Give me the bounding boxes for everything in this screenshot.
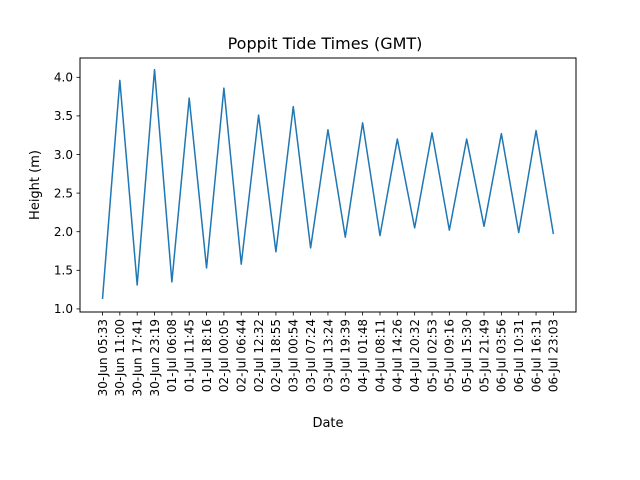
- y-tick-label: 2.5: [54, 186, 73, 200]
- x-axis-label: Date: [312, 416, 343, 431]
- x-tick-label: 04-Jul 20:32: [408, 319, 422, 392]
- x-tick-label: 05-Jul 15:30: [460, 319, 474, 392]
- x-tick-label: 05-Jul 02:53: [425, 319, 439, 392]
- y-tick-label: 1.0: [54, 302, 73, 316]
- x-tick-label: 06-Jul 03:56: [495, 319, 509, 392]
- y-tick-label: 3.5: [54, 109, 73, 123]
- x-tick-label: 30-Jun 17:41: [130, 319, 144, 396]
- x-tick-label: 03-Jul 07:24: [304, 319, 318, 392]
- tide-height-line: [101, 68, 555, 299]
- x-tick-label: 02-Jul 12:32: [252, 319, 266, 392]
- x-tick-label: 03-Jul 19:39: [339, 319, 353, 392]
- x-tick-label: 02-Jul 06:44: [235, 319, 249, 392]
- x-tick-label: 04-Jul 01:48: [356, 319, 370, 392]
- y-tick-label: 4.0: [54, 71, 73, 85]
- y-axis: 1.0 1.5 2.0 2.5 3.0 3.5 4.0: [54, 71, 80, 316]
- x-tick-label: 30-Jun 11:00: [113, 319, 127, 396]
- axes-frame: [79, 57, 577, 313]
- x-tick-label: 01-Jul 11:45: [183, 319, 197, 392]
- x-tick-label: 05-Jul 21:49: [477, 319, 491, 392]
- x-axis: 30-Jun 05:33 30-Jun 11:00 30-Jun 17:41 30-J…: [96, 312, 561, 396]
- x-tick-label: 30-Jun 23:19: [148, 319, 162, 396]
- x-tick-label: 03-Jul 13:24: [321, 319, 335, 392]
- x-tick-label: 04-Jul 08:11: [373, 319, 387, 392]
- y-axis-label: Height (m): [28, 150, 43, 220]
- chart-title: Poppit Tide Times (GMT): [228, 34, 423, 53]
- x-tick-label: 05-Jul 09:16: [443, 319, 457, 392]
- x-tick-label: 03-Jul 00:54: [287, 319, 301, 392]
- x-tick-label: 02-Jul 00:05: [217, 319, 231, 392]
- y-tick-label: 3.0: [54, 148, 73, 162]
- x-tick-label: 01-Jul 06:08: [165, 319, 179, 392]
- x-tick-label: 02-Jul 18:55: [269, 319, 283, 392]
- y-tick-label: 2.0: [54, 225, 73, 239]
- x-tick-label: 30-Jun 05:33: [96, 319, 110, 396]
- x-tick-label: 01-Jul 18:16: [200, 319, 214, 392]
- x-tick-label: 06-Jul 10:31: [512, 319, 526, 392]
- x-tick-label: 04-Jul 14:26: [391, 319, 405, 392]
- y-tick-label: 1.5: [54, 264, 73, 278]
- x-tick-label: 06-Jul 16:31: [529, 319, 543, 392]
- plot-area: [101, 68, 555, 299]
- x-tick-label: 06-Jul 23:03: [547, 319, 561, 392]
